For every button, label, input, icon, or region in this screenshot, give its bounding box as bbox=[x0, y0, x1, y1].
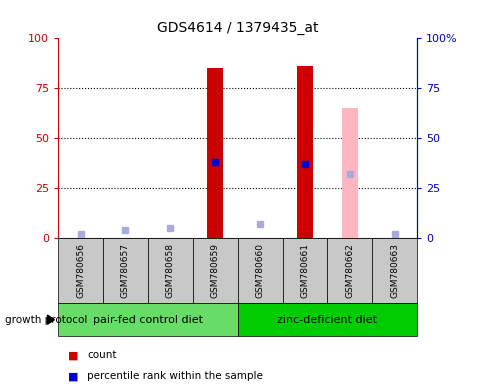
Bar bbox=[207, 68, 223, 238]
Text: zinc-deficient diet: zinc-deficient diet bbox=[277, 314, 377, 325]
Bar bbox=[297, 66, 312, 238]
Bar bbox=[341, 108, 357, 238]
FancyBboxPatch shape bbox=[148, 238, 193, 303]
Text: growth protocol: growth protocol bbox=[5, 314, 87, 325]
Text: percentile rank within the sample: percentile rank within the sample bbox=[87, 371, 263, 381]
Text: pair-fed control diet: pair-fed control diet bbox=[93, 314, 202, 325]
FancyBboxPatch shape bbox=[103, 238, 148, 303]
FancyBboxPatch shape bbox=[193, 238, 237, 303]
FancyBboxPatch shape bbox=[282, 238, 327, 303]
FancyBboxPatch shape bbox=[237, 238, 282, 303]
Text: count: count bbox=[87, 350, 117, 360]
FancyBboxPatch shape bbox=[372, 238, 416, 303]
Text: GSM780658: GSM780658 bbox=[166, 243, 175, 298]
FancyBboxPatch shape bbox=[58, 303, 237, 336]
Text: GSM780657: GSM780657 bbox=[121, 243, 130, 298]
FancyBboxPatch shape bbox=[237, 303, 416, 336]
Text: GSM780661: GSM780661 bbox=[300, 243, 309, 298]
Text: GSM780660: GSM780660 bbox=[255, 243, 264, 298]
Text: ■: ■ bbox=[68, 371, 78, 381]
Text: GSM780663: GSM780663 bbox=[389, 243, 398, 298]
Text: GSM780662: GSM780662 bbox=[345, 243, 354, 298]
Text: ■: ■ bbox=[68, 350, 78, 360]
Text: GSM780659: GSM780659 bbox=[210, 243, 219, 298]
Title: GDS4614 / 1379435_at: GDS4614 / 1379435_at bbox=[157, 21, 318, 35]
Text: GSM780656: GSM780656 bbox=[76, 243, 85, 298]
Polygon shape bbox=[47, 315, 54, 324]
FancyBboxPatch shape bbox=[58, 238, 103, 303]
FancyBboxPatch shape bbox=[327, 238, 372, 303]
